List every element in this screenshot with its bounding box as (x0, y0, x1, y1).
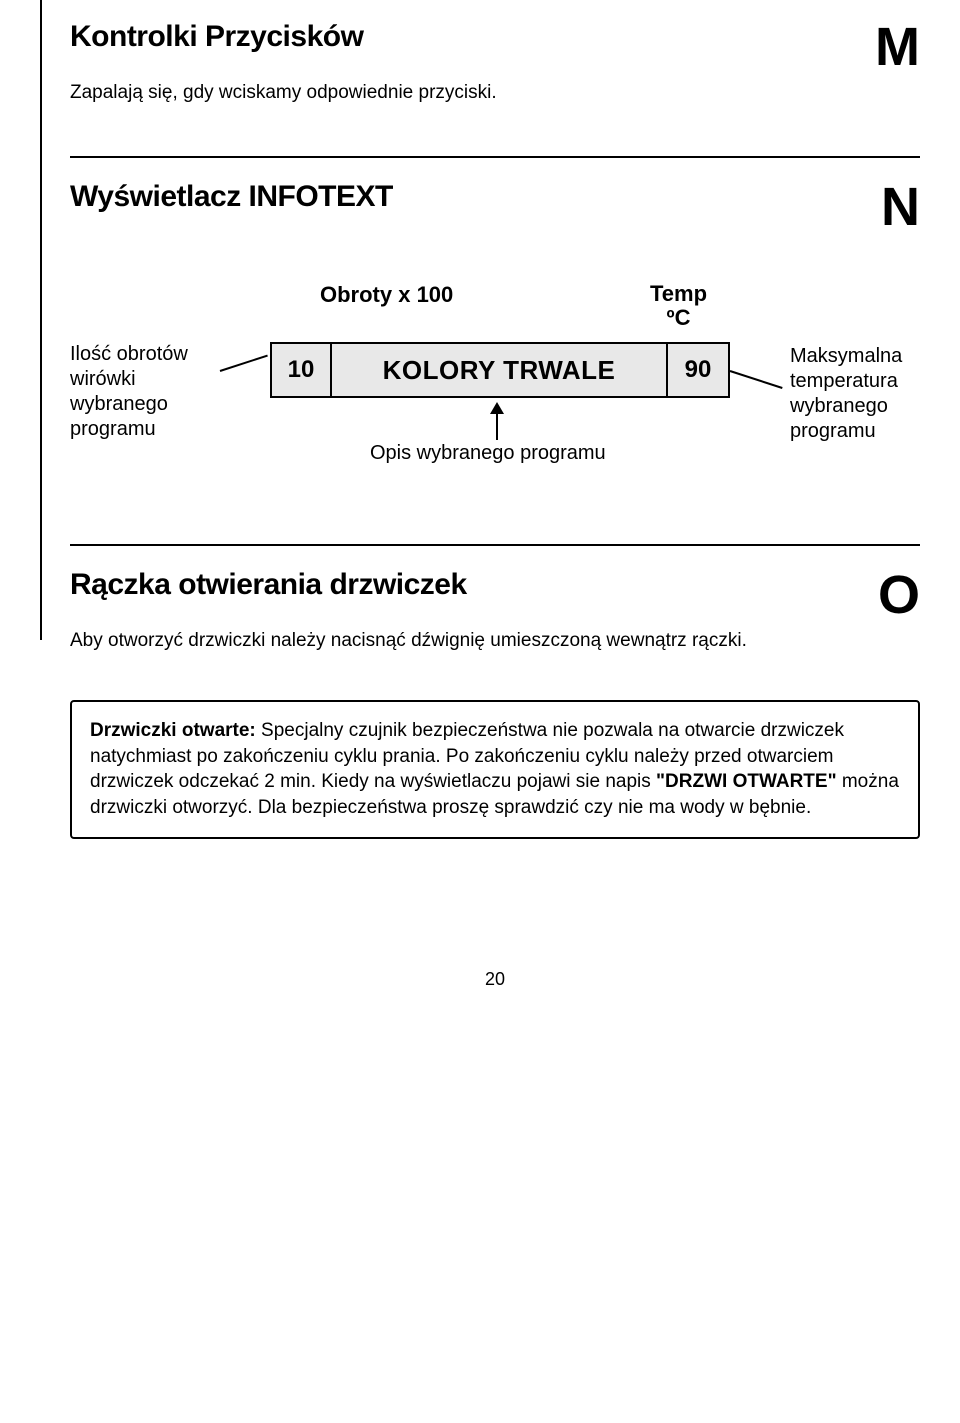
divider-2 (70, 544, 920, 546)
section-o-title: Rączka otwierania drzwiczek (70, 568, 467, 602)
label-spin-count: Ilość obrotów wirówki wybranego programu (70, 342, 230, 442)
section-n-title: Wyświetlacz INFOTEXT (70, 180, 393, 214)
section-m-title: Kontrolki Przycisków (70, 20, 363, 54)
label-temp-word: Temp (650, 281, 707, 306)
section-o: Rączka otwierania drzwiczek O Aby otworz… (70, 568, 920, 652)
display-spin-value: 10 (272, 344, 332, 396)
section-o-letter: O (878, 568, 920, 622)
section-m-subtitle: Zapalają się, gdy wciskamy odpowiednie p… (70, 82, 920, 104)
section-o-subtitle: Aby otworzyć drzwiczki należy nacisnąć d… (70, 630, 920, 652)
page-number: 20 (70, 969, 920, 990)
display-temp-value: 90 (668, 344, 728, 396)
section-m-letter: M (875, 20, 920, 74)
left-vertical-rule (40, 0, 42, 640)
section-n-letter: N (881, 180, 920, 234)
note-bold-2: "DRZWI OTWARTE" (656, 771, 837, 792)
note-box: Drzwiczki otwarte: Specjalny czujnik bez… (70, 700, 920, 839)
section-n: Wyświetlacz INFOTEXT N Ilość obrotów wir… (70, 180, 920, 492)
label-temp: Temp ºC (650, 282, 707, 330)
section-m: Kontrolki Przycisków M Zapalają się, gdy… (70, 20, 920, 104)
divider-1 (70, 156, 920, 158)
arrow-stem (496, 412, 498, 440)
pointer-right (730, 370, 783, 389)
note-bold-1: Drzwiczki otwarte: (90, 720, 256, 741)
label-program-description: Opis wybranego programu (370, 442, 606, 465)
label-obroty: Obroty x 100 (320, 282, 453, 308)
infotext-display: 10 KOLORY TRWALE 90 (270, 342, 730, 398)
label-max-temp: Maksymalna temperatura wybranego program… (790, 344, 920, 444)
infotext-diagram: Ilość obrotów wirówki wybranego programu… (70, 252, 920, 492)
display-program-text: KOLORY TRWALE (332, 344, 668, 396)
label-temp-unit: ºC (667, 305, 691, 330)
